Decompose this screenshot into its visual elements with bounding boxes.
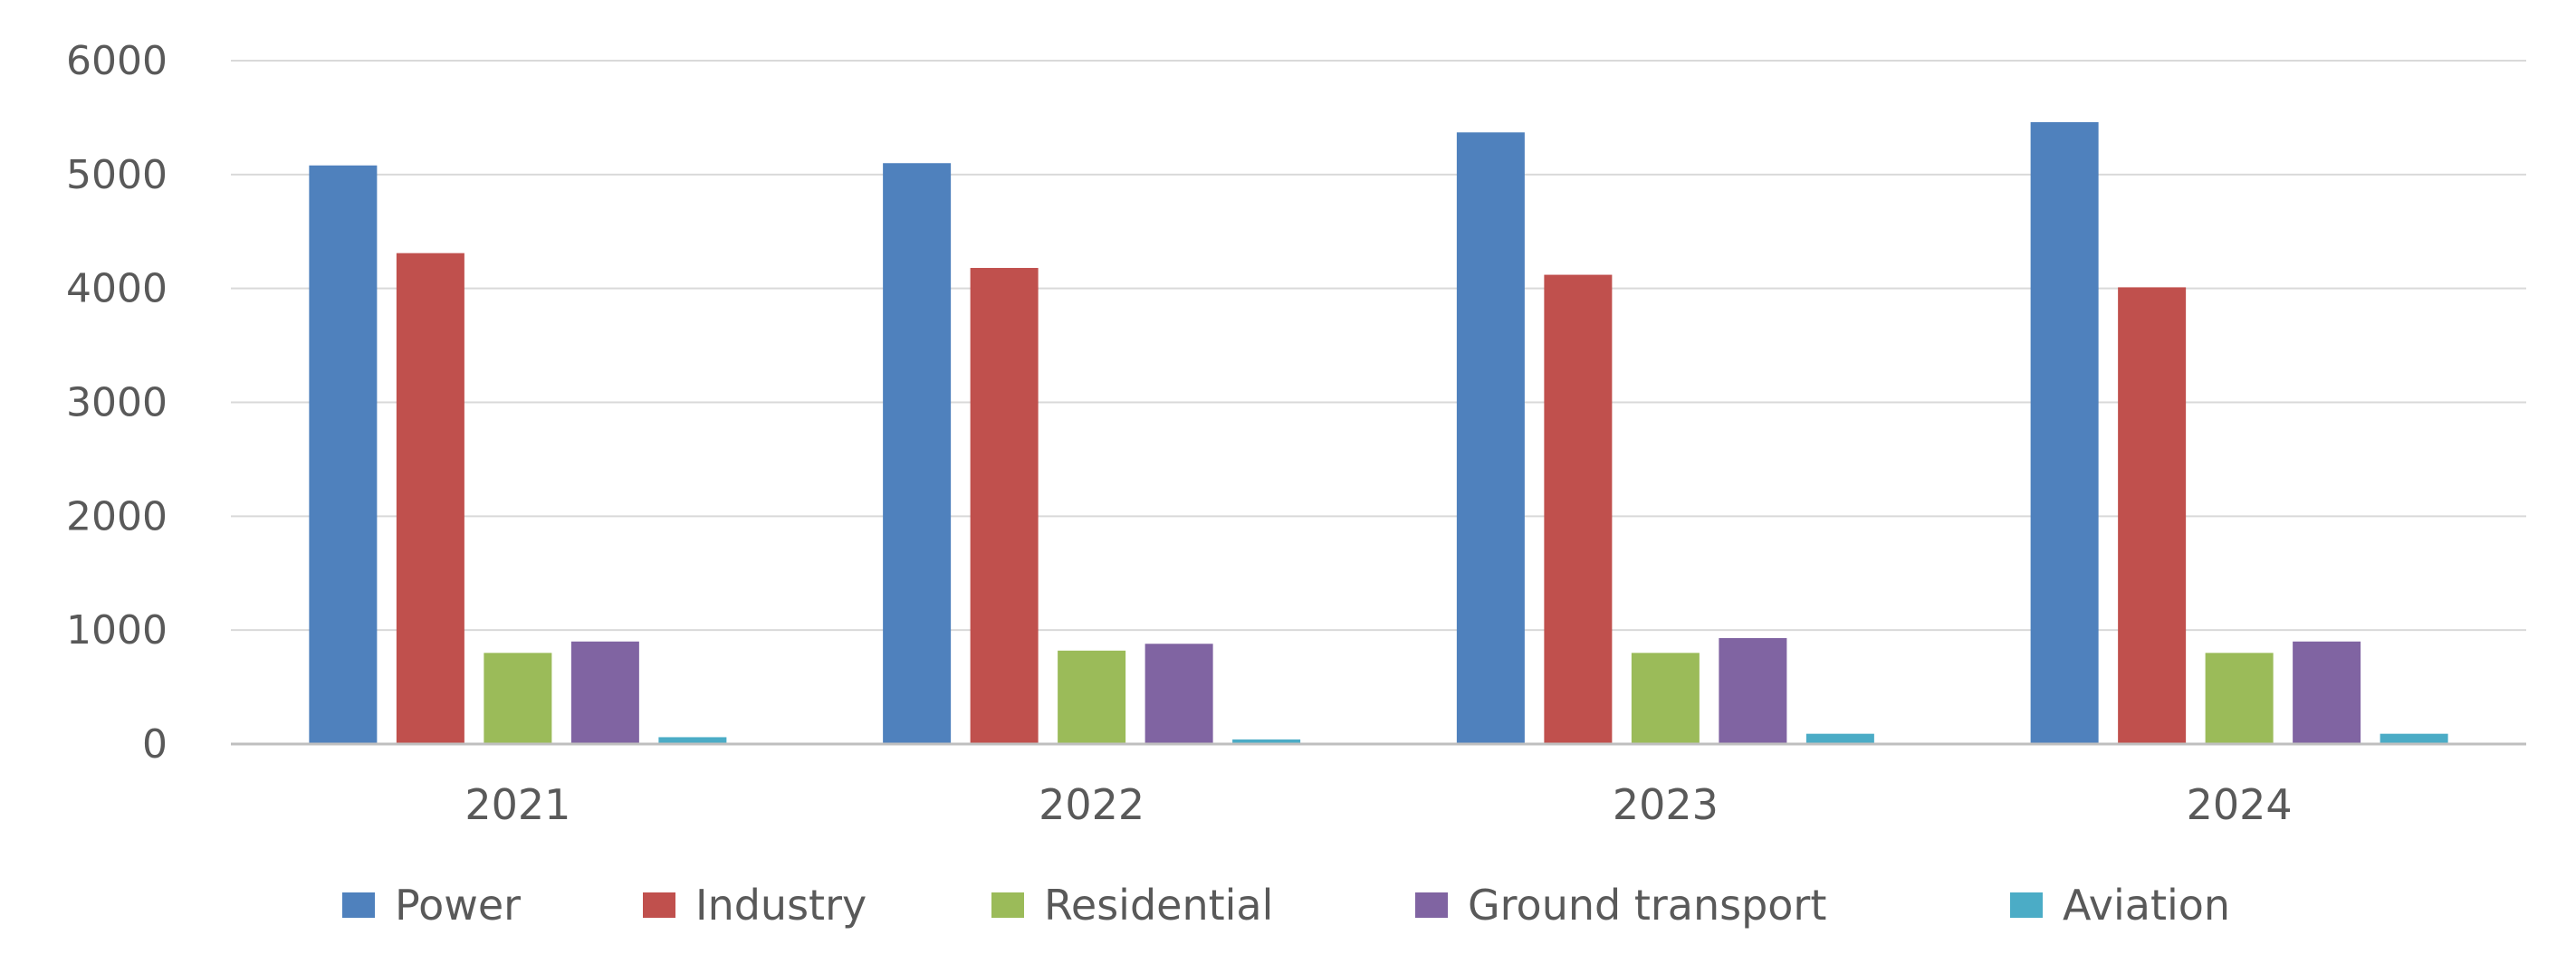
y-axis: 0 1000 2000 3000 4000 5000 6000 [66, 38, 168, 768]
y-tick-label: 5000 [66, 152, 168, 198]
bar-industry-2024 [2118, 287, 2187, 744]
x-axis: 2021 2022 2023 2024 [464, 780, 2292, 829]
bar-industry-2021 [396, 253, 464, 744]
bar-residential-2023 [1631, 653, 1700, 744]
bar-ground-transport-2021 [570, 641, 639, 744]
legend-label: Aviation [2063, 881, 2230, 930]
legend-swatch [342, 892, 375, 918]
x-tick-label: 2023 [1613, 780, 1719, 829]
bar-power-2023 [1456, 132, 1525, 744]
y-tick-label: 1000 [66, 607, 168, 653]
legend-swatch [1415, 892, 1448, 918]
legend: Power Industry Residential Ground transport… [342, 881, 2230, 930]
y-tick-label: 0 [142, 721, 168, 768]
bars [309, 121, 2448, 745]
legend-label: Residential [1044, 881, 1273, 930]
bar-industry-2022 [970, 268, 1039, 744]
x-tick-label: 2024 [2187, 780, 2293, 829]
legend-swatch [991, 892, 1024, 918]
y-tick-label: 6000 [66, 38, 168, 84]
legend-label: Ground transport [1468, 881, 1826, 930]
bar-aviation-2022 [1232, 739, 1301, 744]
x-tick-label: 2022 [1039, 780, 1144, 829]
legend-swatch [2010, 892, 2043, 918]
bar-aviation-2023 [1805, 733, 1874, 744]
y-tick-label: 2000 [66, 493, 168, 539]
bar-residential-2021 [484, 653, 552, 744]
bar-residential-2024 [2205, 653, 2274, 744]
bar-ground-transport-2024 [2293, 641, 2361, 744]
bar-ground-transport-2023 [1719, 637, 1787, 744]
legend-swatch [643, 892, 675, 918]
y-tick-label: 4000 [66, 266, 168, 312]
y-tick-label: 3000 [66, 380, 168, 426]
bar-industry-2023 [1544, 274, 1613, 745]
bar-power-2022 [883, 163, 952, 744]
bar-residential-2022 [1058, 650, 1126, 744]
legend-label: Industry [695, 881, 867, 930]
x-tick-label: 2021 [464, 780, 570, 829]
bar-power-2024 [2030, 121, 2099, 744]
legend-label: Power [395, 881, 521, 930]
bar-ground-transport-2022 [1144, 644, 1213, 744]
bar-aviation-2024 [2380, 733, 2448, 744]
bar-power-2021 [309, 165, 378, 744]
bar-aviation-2021 [658, 737, 727, 744]
